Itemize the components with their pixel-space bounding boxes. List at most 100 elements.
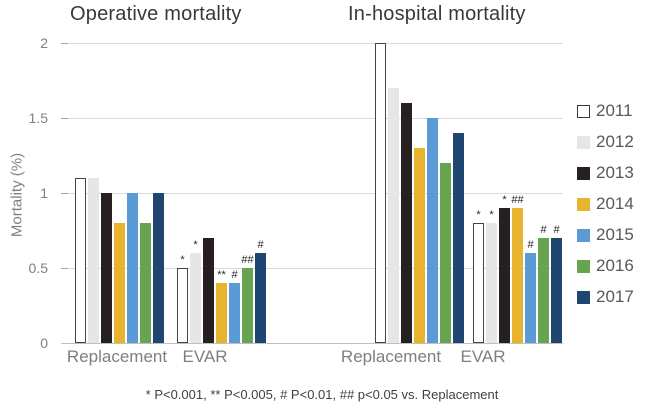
bar-column: * <box>499 194 510 343</box>
significance-marker: * <box>502 194 507 206</box>
bar-2014-evar <box>216 283 227 343</box>
bar-group-replacement <box>75 164 164 343</box>
significance-marker: # <box>231 269 238 281</box>
legend: 2011 2012 2013 2014 2015 2016 2017 <box>577 102 634 306</box>
significance-marker: # <box>553 224 560 236</box>
significance-marker: # <box>257 239 264 251</box>
bar-2016-evar <box>242 268 253 343</box>
y-tick-label: 1 <box>40 185 48 201</box>
bar-2016-replacement <box>440 163 451 343</box>
bar-2015-evar <box>229 283 240 343</box>
bar-group-evar: * * * ## # # # <box>473 194 562 343</box>
bar-column: * <box>190 239 201 343</box>
legend-swatch-2015 <box>577 228 590 242</box>
gridline <box>68 118 563 119</box>
bar-2013-replacement <box>401 103 412 343</box>
bar-2015-replacement <box>127 193 138 343</box>
bar-column: ## <box>241 254 254 343</box>
bar-column <box>401 89 412 343</box>
legend-swatch-2016 <box>577 259 590 273</box>
bar-2014-replacement <box>414 148 425 343</box>
significance-marker: ## <box>511 194 524 206</box>
bar-2011-replacement <box>75 178 86 343</box>
legend-label: 2016 <box>596 256 634 275</box>
bar-column: # <box>255 239 266 343</box>
category-label-evar: EVAR <box>182 347 228 366</box>
gridline <box>68 43 563 44</box>
bar-column: ** <box>216 269 227 343</box>
legend-swatch-2013 <box>577 166 590 180</box>
bar-column: ## <box>511 194 524 343</box>
bar-2013-evar <box>499 208 510 343</box>
gridline <box>68 193 563 194</box>
bar-column <box>153 179 164 343</box>
y-axis-tick <box>61 268 68 269</box>
bar-column <box>414 134 425 343</box>
bar-2017-replacement <box>453 133 464 343</box>
bar-column <box>427 104 438 343</box>
bar-2015-evar <box>525 253 536 343</box>
legend-swatch-2017 <box>577 290 590 304</box>
bar-2016-evar <box>538 238 549 343</box>
significance-marker: # <box>527 239 534 251</box>
significance-footnote: * P<0.001, ** P<0.005, # P<0.01, ## p<0.… <box>145 387 499 402</box>
legend-label: 2011 <box>596 101 633 120</box>
y-axis-tick <box>61 43 68 44</box>
legend-item-2011: 2011 <box>577 102 634 120</box>
panel-title-operative-mortality: Operative mortality <box>70 3 242 25</box>
bar-2015-replacement <box>427 118 438 343</box>
bar-2017-evar <box>255 253 266 343</box>
legend-item-2015: 2015 <box>577 226 634 244</box>
bar-column: # <box>525 239 536 343</box>
y-axis-tick <box>61 193 68 194</box>
bar-2012-replacement <box>88 178 99 343</box>
bar-2017-evar <box>551 238 562 343</box>
y-axis-tick <box>61 118 68 119</box>
bar-group-evar: * * ** # ## # <box>177 224 266 343</box>
legend-label: 2012 <box>596 132 634 151</box>
significance-marker: * <box>193 239 198 251</box>
legend-item-2012: 2012 <box>577 133 634 151</box>
legend-item-2016: 2016 <box>577 257 634 275</box>
bar-2016-replacement <box>140 223 151 343</box>
legend-swatch-2012 <box>577 135 590 149</box>
panel-title-in-hospital-mortality: In-hospital mortality <box>348 3 526 25</box>
legend-swatch-2014 <box>577 197 590 211</box>
bar-column: * <box>473 209 484 343</box>
bar-2012-evar <box>190 253 201 343</box>
significance-marker: * <box>489 209 494 221</box>
significance-marker: * <box>476 209 481 221</box>
bar-column: # <box>551 224 562 343</box>
y-tick-label: 0 <box>40 335 48 351</box>
bar-2014-evar <box>512 208 523 343</box>
legend-swatch-2011 <box>577 104 590 118</box>
bar-group-replacement <box>375 29 464 343</box>
legend-label: 2013 <box>596 163 634 182</box>
bar-column <box>127 179 138 343</box>
legend-item-2017: 2017 <box>577 288 634 306</box>
bar-column <box>88 164 99 343</box>
bar-column <box>140 209 151 343</box>
category-label-replacement: Replacement <box>340 347 442 366</box>
legend-label: 2014 <box>596 194 634 213</box>
y-tick-label: 1.5 <box>28 110 48 126</box>
legend-label: 2015 <box>596 225 634 244</box>
bar-column: # <box>538 224 549 343</box>
bar-2017-replacement <box>153 193 164 343</box>
bar-column <box>101 179 112 343</box>
legend-item-2014: 2014 <box>577 195 634 213</box>
y-tick-label: 2 <box>40 35 48 51</box>
bar-column: * <box>486 209 497 343</box>
legend-item-2013: 2013 <box>577 164 634 182</box>
significance-marker: ** <box>217 269 226 281</box>
bar-column <box>203 224 214 343</box>
bar-column <box>75 164 86 343</box>
bar-column <box>375 29 386 343</box>
bar-2011-evar <box>177 268 188 343</box>
x-axis-line <box>61 343 563 344</box>
bar-column <box>453 119 464 343</box>
category-label-replacement: Replacement <box>66 347 168 366</box>
significance-marker: # <box>540 224 547 236</box>
bar-2012-replacement <box>388 88 399 343</box>
bar-2013-evar <box>203 238 214 343</box>
